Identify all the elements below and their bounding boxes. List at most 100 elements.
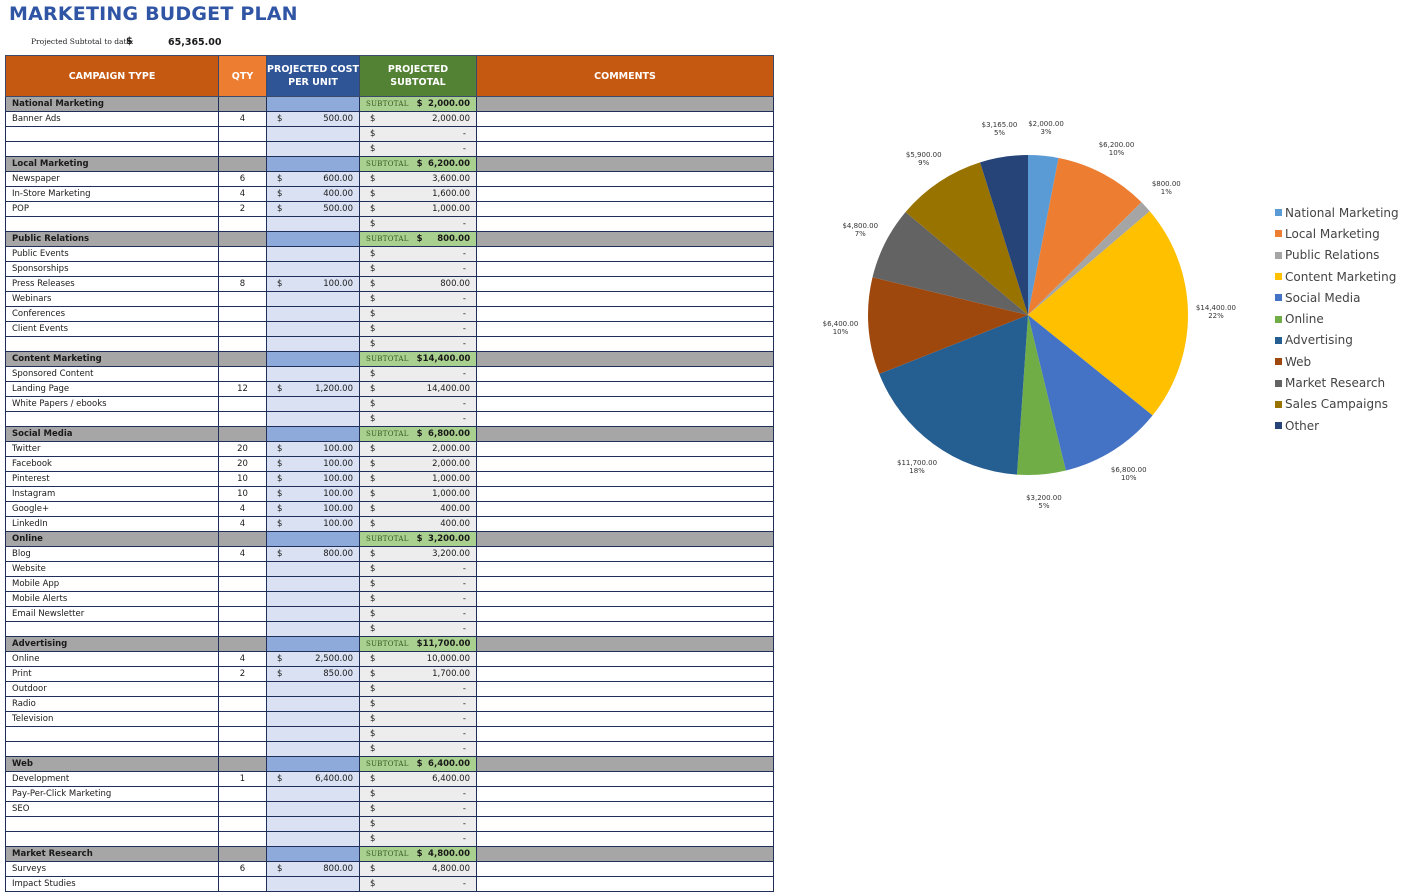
category-qty-cell[interactable] — [218, 531, 267, 547]
projected-subtotal-cell[interactable]: $ - — [359, 726, 477, 742]
campaign-name-cell[interactable]: Press Releases — [5, 276, 219, 292]
campaign-name-cell[interactable] — [5, 741, 219, 757]
comments-cell[interactable] — [476, 831, 774, 847]
legend-item[interactable]: Public Relations — [1275, 245, 1399, 266]
cost-per-unit-cell[interactable]: $1,200.00 — [266, 381, 360, 397]
campaign-name-cell[interactable]: Development — [5, 771, 219, 787]
cost-per-unit-cell[interactable] — [266, 606, 360, 622]
qty-cell[interactable]: 12 — [218, 381, 267, 397]
cost-per-unit-cell[interactable]: $850.00 — [266, 666, 360, 682]
projected-subtotal-cell[interactable]: $ - — [359, 831, 477, 847]
projected-subtotal-cell[interactable]: $1,000.00 — [359, 471, 477, 487]
cost-per-unit-cell[interactable]: $600.00 — [266, 171, 360, 187]
cost-per-unit-cell[interactable] — [266, 831, 360, 847]
pie-slice-online[interactable] — [1016, 315, 1066, 476]
legend-item[interactable]: Market Research — [1275, 372, 1399, 393]
qty-cell[interactable]: 6 — [218, 171, 267, 187]
comments-cell[interactable] — [476, 771, 774, 787]
projected-subtotal-cell[interactable]: $ - — [359, 681, 477, 697]
category-subtotal-cell[interactable]: SUBTOTAL $6,200.00 — [359, 156, 477, 172]
legend-item[interactable]: Local Marketing — [1275, 223, 1399, 244]
campaign-name-cell[interactable]: Email Newsletter — [5, 606, 219, 622]
projected-subtotal-cell[interactable]: $ - — [359, 321, 477, 337]
qty-cell[interactable] — [218, 306, 267, 322]
category-subtotal-cell[interactable]: SUBTOTAL $800.00 — [359, 231, 477, 247]
cost-per-unit-cell[interactable] — [266, 246, 360, 262]
cost-per-unit-cell[interactable] — [266, 696, 360, 712]
cost-per-unit-cell[interactable]: $100.00 — [266, 471, 360, 487]
comments-cell[interactable] — [476, 546, 774, 562]
qty-cell[interactable]: 4 — [218, 111, 267, 127]
campaign-name-cell[interactable]: Public Events — [5, 246, 219, 262]
cost-per-unit-cell[interactable] — [266, 561, 360, 577]
projected-subtotal-cell[interactable]: $6,400.00 — [359, 771, 477, 787]
cost-per-unit-cell[interactable]: $100.00 — [266, 516, 360, 532]
campaign-name-cell[interactable] — [5, 621, 219, 637]
comments-cell[interactable] — [476, 741, 774, 757]
category-qty-cell[interactable] — [218, 636, 267, 652]
header-qty[interactable]: QTY — [218, 55, 267, 97]
qty-cell[interactable] — [218, 126, 267, 142]
comments-cell[interactable] — [476, 471, 774, 487]
pie-slice-advertising[interactable] — [879, 315, 1028, 475]
cost-per-unit-cell[interactable] — [266, 366, 360, 382]
campaign-name-cell[interactable]: Sponsored Content — [5, 366, 219, 382]
comments-cell[interactable] — [476, 216, 774, 232]
cost-per-unit-cell[interactable] — [266, 681, 360, 697]
comments-cell[interactable] — [476, 816, 774, 832]
projected-subtotal-cell[interactable]: $400.00 — [359, 516, 477, 532]
campaign-name-cell[interactable]: Radio — [5, 696, 219, 712]
qty-cell[interactable] — [218, 561, 267, 577]
category-cost-cell[interactable] — [266, 96, 360, 112]
legend-item[interactable]: National Marketing — [1275, 202, 1399, 223]
campaign-name-cell[interactable]: White Papers / ebooks — [5, 396, 219, 412]
header-campaign-type[interactable]: CAMPAIGN TYPE — [5, 55, 219, 97]
projected-subtotal-cell[interactable]: $1,700.00 — [359, 666, 477, 682]
cost-per-unit-cell[interactable] — [266, 621, 360, 637]
pie-slice-social-media[interactable] — [1028, 315, 1153, 471]
comments-cell[interactable] — [476, 111, 774, 127]
comments-cell[interactable] — [476, 726, 774, 742]
campaign-name-cell[interactable]: Television — [5, 711, 219, 727]
projected-subtotal-cell[interactable]: $ - — [359, 606, 477, 622]
campaign-name-cell[interactable]: Pinterest — [5, 471, 219, 487]
comments-cell[interactable] — [476, 306, 774, 322]
projected-subtotal-cell[interactable]: $800.00 — [359, 276, 477, 292]
qty-cell[interactable]: 4 — [218, 501, 267, 517]
campaign-name-cell[interactable] — [5, 336, 219, 352]
campaign-name-cell[interactable]: Facebook — [5, 456, 219, 472]
cost-per-unit-cell[interactable] — [266, 786, 360, 802]
campaign-name-cell[interactable]: Google+ — [5, 501, 219, 517]
qty-cell[interactable] — [218, 606, 267, 622]
campaign-name-cell[interactable]: Banner Ads — [5, 111, 219, 127]
qty-cell[interactable] — [218, 726, 267, 742]
pie-slice-market-research[interactable] — [872, 211, 1028, 315]
cost-per-unit-cell[interactable] — [266, 141, 360, 157]
comments-cell[interactable] — [476, 651, 774, 667]
campaign-name-cell[interactable] — [5, 816, 219, 832]
legend-item[interactable]: Content Marketing — [1275, 266, 1399, 287]
category-subtotal-cell[interactable]: SUBTOTAL $14,400.00 — [359, 351, 477, 367]
cost-per-unit-cell[interactable] — [266, 801, 360, 817]
comments-cell[interactable] — [476, 141, 774, 157]
comments-cell[interactable] — [476, 696, 774, 712]
comments-cell[interactable] — [476, 786, 774, 802]
qty-cell[interactable]: 2 — [218, 666, 267, 682]
cost-per-unit-cell[interactable]: $100.00 — [266, 441, 360, 457]
comments-cell[interactable] — [476, 846, 774, 862]
comments-cell[interactable] — [476, 396, 774, 412]
comments-cell[interactable] — [476, 516, 774, 532]
comments-cell[interactable] — [476, 291, 774, 307]
comments-cell[interactable] — [476, 681, 774, 697]
comments-cell[interactable] — [476, 321, 774, 337]
campaign-name-cell[interactable]: In-Store Marketing — [5, 186, 219, 202]
category-subtotal-cell[interactable]: SUBTOTAL $11,700.00 — [359, 636, 477, 652]
cost-per-unit-cell[interactable] — [266, 216, 360, 232]
cost-per-unit-cell[interactable] — [266, 726, 360, 742]
cost-per-unit-cell[interactable]: $100.00 — [266, 486, 360, 502]
pie-slice-local-marketing[interactable] — [1028, 157, 1142, 315]
cost-per-unit-cell[interactable]: $800.00 — [266, 861, 360, 877]
category-cost-cell[interactable] — [266, 531, 360, 547]
projected-subtotal-cell[interactable]: $1,000.00 — [359, 201, 477, 217]
campaign-name-cell[interactable]: Print — [5, 666, 219, 682]
